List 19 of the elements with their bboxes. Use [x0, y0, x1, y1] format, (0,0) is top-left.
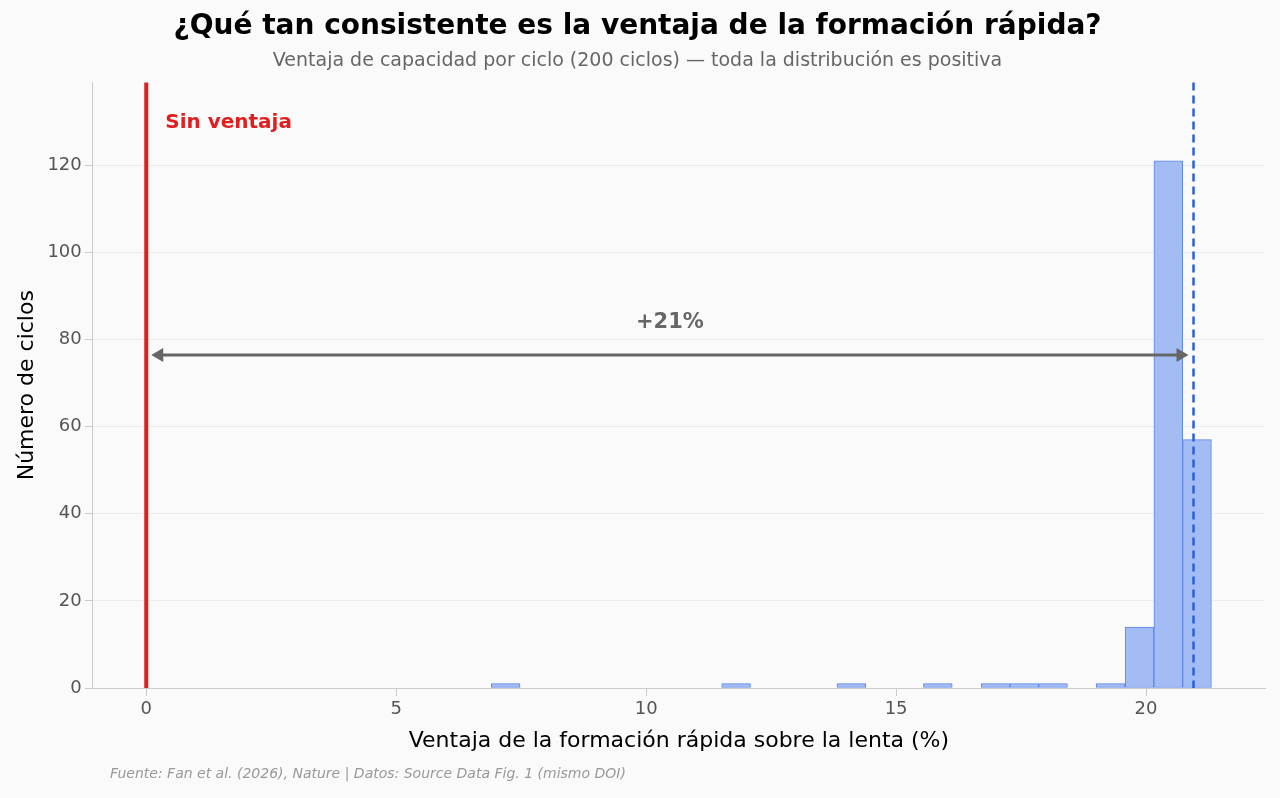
x-tick-label: 10 [634, 697, 658, 719]
chart-subtitle: Ventaja de capacidad por ciclo (200 ciclos) — toda la distribución es positiva [272, 47, 1003, 70]
y-tick-label: 120 [47, 152, 82, 174]
x-tick-label: 5 [390, 697, 402, 719]
chart-title: ¿Qué tan consistente es la ventaja de la formación rápida? [173, 8, 1102, 42]
ref-line-label: Sin ventaja [165, 108, 292, 133]
y-axis-title: Número de ciclos [12, 290, 38, 481]
x-tick-label: 15 [884, 697, 908, 719]
y-tick-label: 40 [58, 501, 82, 523]
x-axis-title: Ventaja de la formación rápida sobre la lenta (%) [408, 726, 950, 752]
x-tick-label: 20 [1134, 697, 1158, 719]
y-tick-label: 80 [58, 327, 82, 349]
y-tick-label: 0 [70, 675, 82, 697]
y-tick-label: 60 [58, 414, 82, 436]
annotation: +21% [635, 308, 704, 333]
y-tick-label: 20 [58, 588, 82, 610]
x-tick-label: 0 [140, 697, 152, 719]
y-tick-label: 100 [47, 239, 82, 261]
source-note: Fuente: Fan et al. (2026), Nature | Datos: Source Data Fig. 1 (mismo DOI) [110, 764, 626, 782]
